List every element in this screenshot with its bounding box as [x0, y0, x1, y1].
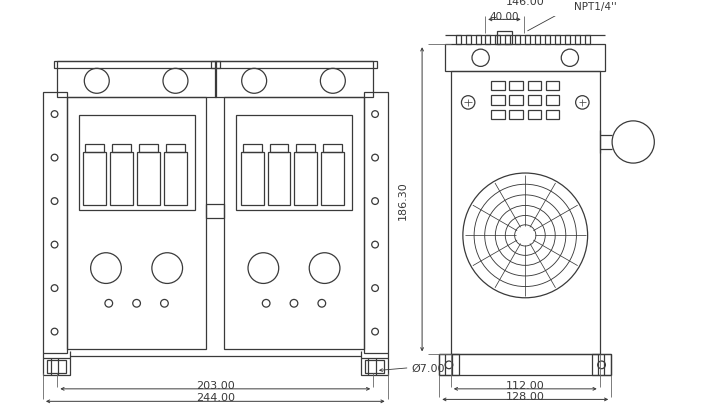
- Bar: [575, 36, 580, 45]
- Bar: [491, 82, 505, 91]
- Bar: [466, 36, 471, 45]
- Bar: [43, 358, 70, 375]
- Bar: [496, 36, 501, 45]
- Bar: [139, 145, 158, 153]
- Bar: [215, 61, 373, 98]
- Bar: [270, 145, 289, 153]
- Bar: [137, 153, 160, 205]
- Text: Ø7.00: Ø7.00: [412, 363, 445, 373]
- Bar: [361, 358, 388, 375]
- Bar: [110, 153, 133, 205]
- Bar: [211, 61, 377, 69]
- Bar: [565, 36, 570, 45]
- Text: 146.00: 146.00: [506, 0, 544, 7]
- Text: 128.00: 128.00: [505, 391, 545, 400]
- Bar: [476, 36, 481, 45]
- Bar: [323, 145, 342, 153]
- Bar: [166, 145, 185, 153]
- Bar: [57, 61, 216, 98]
- Bar: [43, 93, 67, 353]
- Bar: [241, 153, 263, 205]
- Text: 244.00: 244.00: [196, 393, 235, 402]
- Bar: [164, 153, 187, 205]
- Bar: [535, 36, 540, 45]
- Bar: [527, 96, 541, 106]
- Bar: [455, 36, 460, 45]
- Bar: [497, 32, 512, 45]
- Bar: [555, 36, 560, 45]
- Bar: [297, 145, 316, 153]
- Bar: [364, 93, 388, 353]
- Bar: [225, 98, 364, 349]
- Bar: [525, 36, 530, 45]
- Bar: [243, 145, 262, 153]
- Bar: [47, 360, 66, 373]
- Bar: [527, 110, 541, 120]
- Text: NPT1/4'': NPT1/4'': [573, 2, 616, 12]
- Bar: [546, 82, 559, 91]
- Bar: [546, 96, 559, 106]
- Bar: [486, 36, 491, 45]
- Bar: [321, 153, 344, 205]
- Bar: [236, 115, 352, 211]
- Bar: [527, 82, 541, 91]
- Bar: [439, 355, 611, 375]
- Bar: [112, 145, 131, 153]
- Bar: [491, 110, 505, 120]
- Bar: [206, 205, 225, 218]
- Bar: [294, 153, 317, 205]
- Bar: [510, 110, 523, 120]
- Bar: [510, 82, 523, 91]
- Bar: [67, 98, 206, 349]
- Bar: [546, 110, 559, 120]
- Bar: [85, 145, 104, 153]
- Bar: [491, 96, 505, 106]
- Bar: [268, 153, 290, 205]
- Bar: [545, 36, 550, 45]
- Text: 40.00: 40.00: [490, 11, 519, 22]
- Bar: [54, 61, 220, 69]
- Bar: [78, 115, 195, 211]
- Text: 186.30: 186.30: [398, 180, 408, 219]
- Bar: [451, 72, 599, 355]
- Bar: [364, 360, 383, 373]
- Bar: [510, 96, 523, 106]
- Bar: [445, 45, 605, 72]
- Bar: [585, 36, 590, 45]
- Text: 112.00: 112.00: [506, 380, 544, 390]
- Bar: [505, 36, 510, 45]
- Bar: [439, 355, 459, 375]
- Bar: [515, 36, 520, 45]
- Text: 203.00: 203.00: [196, 380, 234, 390]
- Bar: [83, 153, 106, 205]
- Bar: [592, 355, 611, 375]
